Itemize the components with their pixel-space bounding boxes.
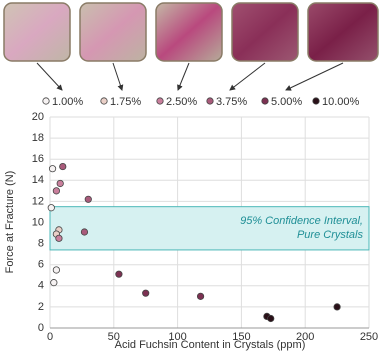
- band-label: 95% Confidence Interval,: [240, 215, 363, 227]
- y-tick-label: 12: [32, 195, 44, 207]
- arrow: [285, 62, 344, 91]
- data-point: [55, 234, 63, 242]
- crystal-photo: [3, 2, 71, 62]
- arrow: [36, 62, 63, 91]
- y-tick-label: 10: [32, 216, 44, 228]
- photos: [3, 2, 379, 62]
- y-tick-label: 0: [38, 322, 44, 334]
- legend-label: 5.00%: [271, 96, 302, 108]
- data-point: [267, 314, 275, 323]
- legend-marker: [261, 97, 269, 105]
- y-tick-label: 6: [38, 259, 44, 271]
- legend-label: 1.75%: [110, 96, 141, 108]
- y-tick-label: 14: [32, 174, 44, 186]
- x-tick-label: 250: [360, 331, 378, 343]
- y-tick-label: 20: [32, 111, 44, 123]
- legend-marker: [42, 97, 50, 105]
- data-point: [52, 187, 60, 195]
- confidence-band: [49, 206, 370, 251]
- data-point: [56, 179, 64, 188]
- crystal-photo: [307, 2, 379, 62]
- data-point: [80, 228, 89, 236]
- legend-marker: [312, 97, 320, 105]
- data-point: [333, 303, 341, 311]
- y-tick-label: 4: [38, 280, 44, 292]
- data-point: [47, 204, 55, 212]
- y-tick-label: 16: [32, 153, 44, 165]
- data-point: [142, 289, 150, 297]
- x-tick-label: 0: [47, 331, 53, 343]
- legend-marker: [206, 97, 214, 105]
- arrows: [36, 62, 344, 91]
- y-axis-label: Force at Fracture (N): [4, 171, 16, 274]
- legend-label: 1.00%: [52, 96, 83, 108]
- y-tick-label: 18: [32, 132, 44, 144]
- data-point: [84, 195, 92, 203]
- x-tick-label: 50: [108, 331, 120, 343]
- legend-marker: [100, 97, 108, 105]
- arrow: [112, 62, 124, 91]
- data-point: [50, 279, 58, 287]
- legend-label: 2.50%: [166, 96, 197, 108]
- data-point: [48, 165, 57, 173]
- legend-label: 3.75%: [216, 96, 247, 108]
- y-tick-label: 8: [38, 238, 44, 250]
- arrow: [229, 62, 266, 91]
- band-label: Pure Crystals: [297, 229, 364, 241]
- x-axis-label: Acid Fuchsin Content in Crystals (ppm): [115, 339, 306, 351]
- crystal-photo: [79, 2, 147, 62]
- data-point: [59, 162, 67, 171]
- data-point: [196, 292, 205, 300]
- x-tick-label: 150: [232, 331, 250, 343]
- y-tick-label: 2: [38, 301, 44, 313]
- crystal-photo: [231, 2, 299, 62]
- data-point: [115, 270, 123, 278]
- legend-marker: [156, 97, 164, 105]
- x-tick-label: 100: [168, 331, 186, 343]
- x-tick-label: 200: [296, 331, 314, 343]
- arrow: [177, 62, 190, 91]
- legend-label: 10.00%: [322, 96, 360, 108]
- data-point: [52, 266, 60, 274]
- crystal-photo: [155, 2, 223, 62]
